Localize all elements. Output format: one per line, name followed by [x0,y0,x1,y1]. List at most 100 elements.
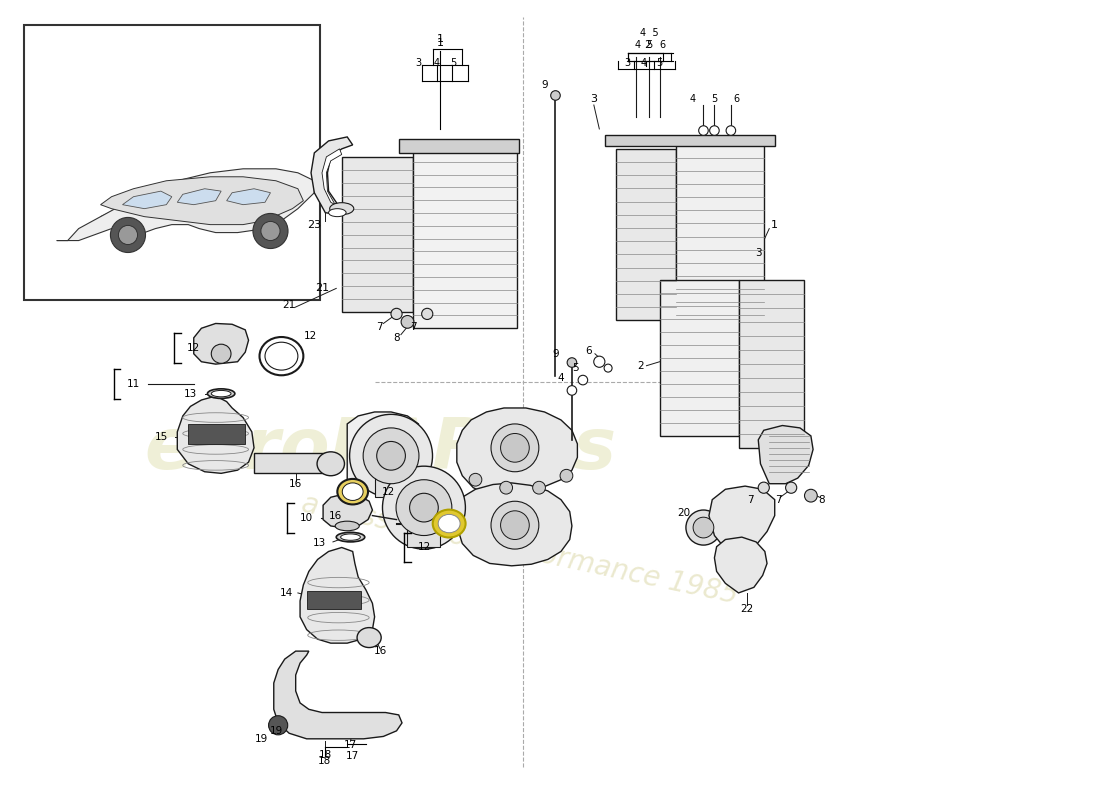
Bar [605,134,774,146]
Text: 12: 12 [304,331,317,342]
Text: 11: 11 [126,379,140,389]
Polygon shape [177,396,254,474]
Text: 13: 13 [314,538,327,549]
Text: 1: 1 [437,34,444,44]
Text: 10: 10 [300,513,313,523]
Text: 4: 4 [433,58,440,68]
Circle shape [268,716,288,735]
Polygon shape [100,177,304,225]
Polygon shape [708,486,774,553]
Text: 1: 1 [437,38,444,48]
Text: 8: 8 [393,333,399,343]
Polygon shape [194,323,249,364]
Text: 3: 3 [755,247,761,258]
Ellipse shape [438,514,460,533]
Circle shape [383,466,465,549]
Circle shape [726,126,736,135]
Circle shape [376,442,406,470]
Circle shape [500,434,529,462]
Text: 16: 16 [329,510,342,521]
Bar [660,281,738,436]
Text: 1: 1 [771,220,778,230]
Polygon shape [714,537,767,593]
Bar [24,26,320,300]
Text: 18: 18 [318,756,331,766]
Polygon shape [322,149,342,205]
Ellipse shape [432,510,465,538]
Text: 5: 5 [450,58,456,68]
Text: 3: 3 [416,58,421,68]
Ellipse shape [211,344,231,363]
Circle shape [604,364,612,372]
Polygon shape [122,191,172,209]
Polygon shape [177,189,221,205]
Bar [342,157,412,312]
Polygon shape [348,412,418,480]
Text: 18: 18 [319,750,332,760]
Text: 4: 4 [558,374,564,383]
Circle shape [686,510,720,545]
Ellipse shape [338,479,368,505]
Text: 6: 6 [585,346,592,355]
Text: 19: 19 [254,734,267,744]
Circle shape [698,126,708,135]
Circle shape [409,494,438,522]
Text: 5: 5 [572,363,579,373]
Text: 7: 7 [774,494,781,505]
Text: 5: 5 [712,94,717,104]
Bar [254,454,337,474]
Bar [738,281,804,448]
Text: 7: 7 [376,322,383,332]
Ellipse shape [211,390,231,397]
Ellipse shape [336,521,360,530]
Text: 21: 21 [283,300,296,310]
Ellipse shape [341,534,361,540]
Ellipse shape [208,389,234,398]
Text: 21: 21 [315,283,329,294]
Text: 14: 14 [280,588,294,598]
Text: 3: 3 [625,58,630,68]
Circle shape [390,308,403,319]
Text: 9: 9 [552,349,559,358]
Text: 9: 9 [541,80,548,90]
Bar [375,464,407,498]
Ellipse shape [358,628,382,647]
Text: euroPARTes: euroPARTes [144,415,617,484]
Polygon shape [758,426,813,484]
Circle shape [710,126,719,135]
Text: a passion for performance 1985: a passion for performance 1985 [299,490,740,610]
Text: 3: 3 [591,94,597,105]
Circle shape [491,424,539,472]
Text: 19: 19 [270,726,283,736]
Circle shape [253,214,288,249]
Circle shape [568,358,576,367]
Polygon shape [300,547,375,643]
Circle shape [758,482,769,494]
Text: 23: 23 [307,220,321,230]
Text: 13: 13 [184,389,197,398]
Ellipse shape [265,342,298,370]
Polygon shape [456,408,578,496]
Circle shape [785,482,796,494]
Circle shape [491,502,539,549]
Text: 17: 17 [344,740,358,750]
Text: 4: 4 [640,58,647,68]
Text: 7: 7 [409,322,416,332]
Polygon shape [456,483,572,566]
Circle shape [499,482,513,494]
Circle shape [693,517,714,538]
Text: 6: 6 [734,94,739,104]
Bar [412,149,517,328]
Circle shape [421,308,432,319]
Ellipse shape [317,452,344,476]
Polygon shape [227,189,271,205]
Bar [398,138,519,153]
Polygon shape [57,169,315,241]
Circle shape [568,386,576,395]
Circle shape [110,218,145,253]
Bar [616,149,676,320]
Text: 8: 8 [818,494,825,505]
Text: 7: 7 [747,494,754,505]
Text: 2: 2 [638,361,645,370]
Polygon shape [311,137,353,215]
